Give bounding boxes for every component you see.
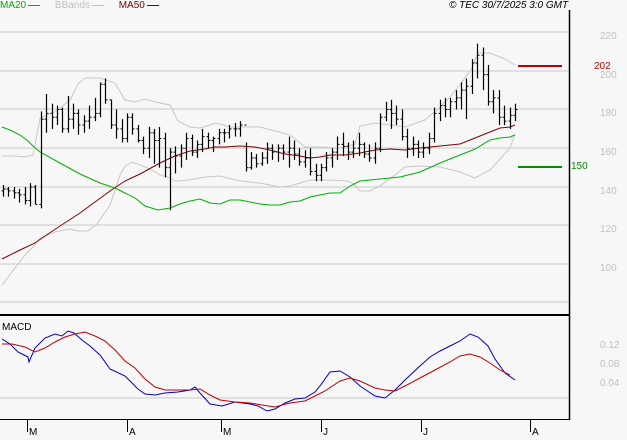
macd-panel-title: MACD (2, 322, 32, 333)
legend-bbands-label: BBands (54, 0, 90, 11)
legend-ma50-swatch (146, 4, 159, 6)
macd-tick-004: 0.04 (600, 378, 620, 389)
y-tick-140: 140 (600, 186, 617, 197)
x-tick-august: A (532, 427, 539, 438)
y-tick-180: 180 (600, 108, 617, 119)
legend-bbands: BBands (55, 0, 104, 11)
moving-averages (1, 124, 516, 260)
y-tick-100: 100 (600, 263, 617, 274)
x-tick-may: M (223, 427, 232, 438)
price-bars (1, 43, 518, 211)
legend-ma20-swatch (28, 4, 41, 6)
legend: MA20 BBands MA50 (0, 0, 171, 12)
resistance-level-label: 202 (594, 61, 611, 72)
y-tick-120: 120 (600, 224, 617, 235)
price-levels (518, 65, 562, 168)
x-tick-april: A (129, 427, 136, 438)
macd-tick-012: 0.12 (600, 340, 620, 351)
y-tick-220: 220 (600, 31, 617, 42)
legend-bbands-swatch (91, 4, 104, 6)
macd-tick-008: 0.08 (600, 359, 620, 370)
support-level-label: 150 (571, 161, 588, 172)
macd-lines (1, 330, 516, 412)
x-tick-july: J (423, 427, 428, 438)
legend-ma50-label: MA50 (118, 0, 145, 11)
copyright-timestamp: © TEC 30/7/2025 3:0 GMT (449, 0, 569, 11)
x-tick-june: J (323, 427, 328, 438)
x-tick-march: M (29, 427, 38, 438)
legend-ma20-label: MA20 (0, 0, 27, 11)
chart-frame (0, 10, 571, 432)
y-tick-200: 200 (600, 70, 617, 81)
legend-ma50: MA50 (119, 0, 159, 11)
legend-ma20: MA20 (0, 0, 41, 11)
y-tick-160: 160 (600, 147, 617, 158)
bollinger-bands (1, 52, 516, 286)
